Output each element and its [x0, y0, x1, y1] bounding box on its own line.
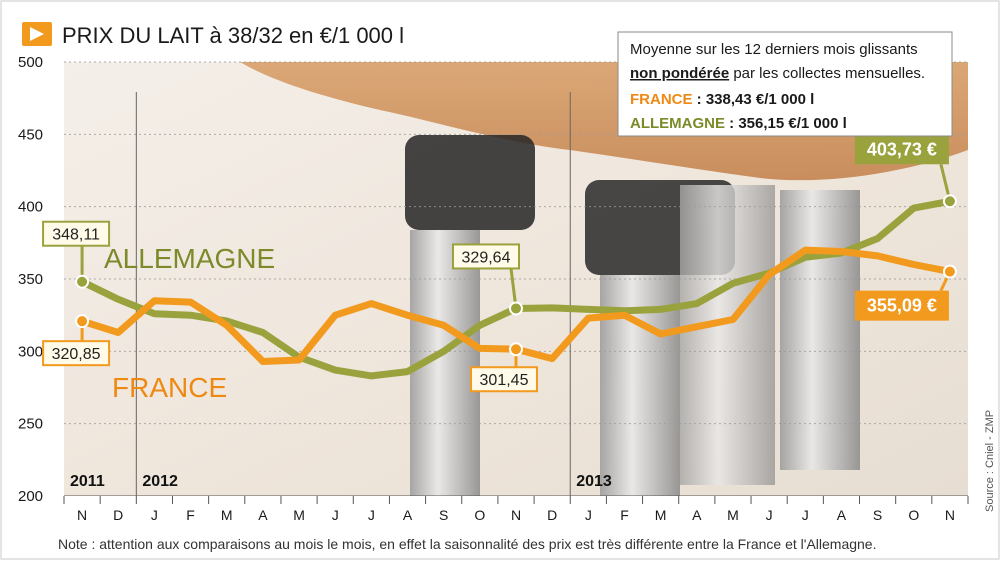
data-label: 320,85	[52, 346, 101, 363]
data-point-marker	[509, 301, 523, 316]
grid	[64, 61, 968, 497]
legend-background	[617, 31, 953, 137]
x-tick-label: A	[403, 507, 413, 523]
series-label-allemagne: ALLEMAGNE	[104, 243, 275, 274]
data-label: 403,73 €	[867, 139, 937, 159]
footnote: Note : attention aux comparaisons au moi…	[58, 536, 876, 552]
x-tick-label: M	[655, 507, 667, 523]
legend-line2: non pondérée par les collectes mensuelle…	[630, 65, 925, 82]
y-tick-label: 250	[18, 416, 43, 433]
x-tick-label: D	[547, 507, 557, 523]
data-point-marker	[942, 194, 957, 209]
y-tick-label: 500	[18, 54, 43, 71]
chart-title: PRIX DU LAIT à 38/32 en €/1 000 l	[62, 23, 404, 48]
legend-france: FRANCE : 338,43 €/1 000 l	[630, 91, 814, 108]
x-tick-label: S	[873, 507, 882, 523]
legend-allemagne-name: ALLEMAGNE	[630, 115, 725, 132]
x-tick-label: F	[620, 507, 629, 523]
x-tick-label: A	[258, 507, 268, 523]
y-tick-label: 400	[18, 199, 43, 216]
x-tick-label: M	[221, 507, 233, 523]
x-tick-label: J	[151, 507, 158, 523]
y-tick-label: 200	[18, 488, 43, 505]
year-label: 2011	[70, 473, 105, 490]
legend-allemagne: ALLEMAGNE : 356,15 €/1 000 l	[630, 115, 847, 132]
x-tick-label: M	[293, 507, 305, 523]
legend-france-value: : 338,43 €/1 000 l	[693, 91, 815, 108]
data-point-marker	[509, 342, 523, 357]
legend-line1: Moyenne sur les 12 derniers mois glissan…	[630, 41, 918, 58]
play-arrow-glyph-icon	[30, 27, 44, 41]
y-tick-label: 350	[18, 271, 43, 288]
x-tick-label: N	[511, 507, 521, 523]
x-tick-label: J	[368, 507, 375, 523]
annotation-box	[470, 366, 538, 393]
x-tick-label: O	[908, 507, 919, 523]
x-tick-label: F	[186, 507, 195, 523]
legend-allemagne-value: : 356,15 €/1 000 l	[725, 115, 847, 132]
x-tick-label: A	[837, 507, 847, 523]
x-tick-label: M	[727, 507, 739, 523]
y-tick-label: 450	[18, 126, 43, 143]
legend-line2-bold: non pondérée	[630, 65, 729, 82]
legend-france-name: FRANCE	[630, 91, 693, 108]
data-label: 329,64	[462, 249, 511, 266]
chart-header: PRIX DU LAIT à 38/32 en €/1 000 l	[22, 22, 404, 48]
annotation-box	[854, 290, 949, 321]
x-tick-label: A	[692, 507, 702, 523]
source-credit: Source : Cniel - ZMP	[984, 410, 996, 512]
data-point-marker	[75, 274, 90, 289]
legend-line2-rest: par les collectes mensuelles.	[729, 65, 925, 82]
x-tick-label: O	[474, 507, 485, 523]
year-labels: 2011 2012 2013	[70, 92, 612, 496]
year-label: 2012	[142, 473, 178, 490]
x-tick-label: J	[585, 507, 592, 523]
series-label-france: FRANCE	[112, 372, 227, 403]
annotation-box	[854, 134, 949, 165]
x-tick-label: J	[766, 507, 773, 523]
legend-box: Moyenne sur les 12 derniers mois glissan…	[617, 31, 953, 137]
y-axis: 500 450 400 350 300 250 200	[18, 54, 43, 505]
x-tick-label: D	[113, 507, 123, 523]
annotation-layer: 348,11 320,85 329,64 301,45 403,73 € 355,09 €	[42, 134, 957, 393]
data-label: 301,45	[480, 372, 529, 389]
x-tick-label: S	[439, 507, 448, 523]
annotation-box	[42, 340, 111, 367]
year-label: 2013	[576, 473, 612, 490]
data-label: 355,09 €	[867, 296, 937, 316]
y-tick-label: 300	[18, 343, 43, 360]
x-tick-label: N	[77, 507, 87, 523]
x-tick-label: N	[945, 507, 955, 523]
data-point-marker	[942, 264, 957, 279]
x-axis-band	[64, 496, 968, 526]
data-point-marker	[75, 314, 90, 329]
annotation-box	[42, 220, 111, 247]
data-label: 348,11	[52, 227, 100, 244]
x-tick-label: J	[332, 507, 339, 523]
annotation-box	[452, 243, 520, 270]
x-tick-label: J	[802, 507, 809, 523]
